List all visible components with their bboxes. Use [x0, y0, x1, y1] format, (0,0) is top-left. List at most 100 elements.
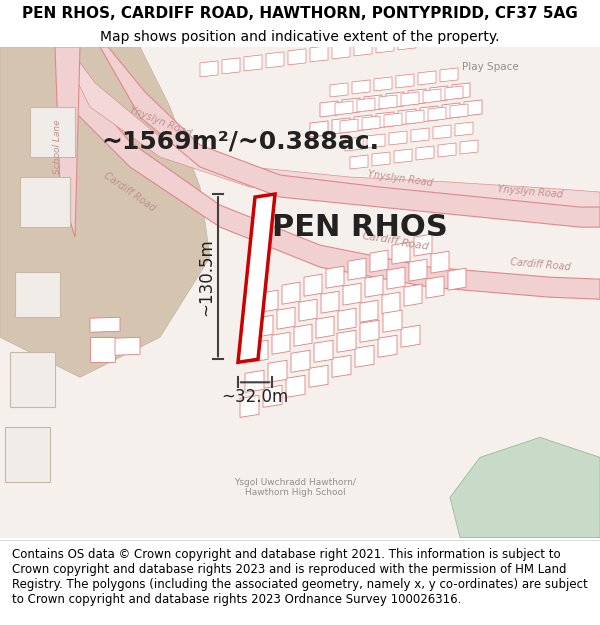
Polygon shape: [452, 83, 470, 99]
Polygon shape: [365, 275, 383, 298]
Polygon shape: [357, 98, 375, 112]
Polygon shape: [299, 299, 317, 321]
Polygon shape: [245, 370, 264, 392]
Polygon shape: [343, 283, 361, 305]
Polygon shape: [414, 234, 432, 256]
Polygon shape: [15, 272, 60, 318]
Polygon shape: [90, 338, 115, 362]
Polygon shape: [354, 115, 372, 131]
Polygon shape: [383, 310, 402, 332]
Polygon shape: [354, 40, 372, 56]
Polygon shape: [304, 274, 322, 296]
Polygon shape: [250, 340, 268, 362]
Polygon shape: [263, 385, 282, 408]
Polygon shape: [348, 258, 366, 280]
Polygon shape: [5, 428, 50, 483]
Text: ~32.0m: ~32.0m: [221, 388, 289, 406]
Polygon shape: [442, 103, 460, 119]
Polygon shape: [244, 55, 262, 71]
Polygon shape: [337, 330, 356, 352]
Polygon shape: [382, 292, 400, 314]
Polygon shape: [272, 332, 290, 354]
Polygon shape: [321, 291, 339, 313]
Polygon shape: [282, 282, 300, 304]
Text: Ysgol Uwchradd Hawthorn/
Hawthorn High School: Ysgol Uwchradd Hawthorn/ Hawthorn High S…: [234, 478, 356, 497]
Polygon shape: [420, 106, 438, 122]
Polygon shape: [386, 92, 404, 108]
Polygon shape: [367, 134, 385, 148]
Polygon shape: [332, 118, 350, 134]
Polygon shape: [260, 290, 278, 312]
Text: Cardiff: Cardiff: [361, 232, 399, 247]
Polygon shape: [411, 128, 429, 142]
Polygon shape: [10, 352, 55, 408]
Polygon shape: [464, 100, 482, 116]
Polygon shape: [433, 125, 451, 139]
Polygon shape: [445, 86, 463, 100]
Polygon shape: [401, 325, 420, 348]
Polygon shape: [342, 98, 360, 114]
Polygon shape: [340, 119, 358, 133]
Polygon shape: [355, 345, 374, 368]
Polygon shape: [0, 47, 180, 538]
Polygon shape: [326, 266, 344, 288]
Polygon shape: [332, 43, 350, 59]
Text: Ynyslyn Road: Ynyslyn Road: [367, 169, 433, 189]
Polygon shape: [200, 61, 218, 77]
Polygon shape: [362, 116, 380, 130]
Text: Ynyslyn Road: Ynyslyn Road: [497, 184, 563, 200]
Text: Play Space: Play Space: [461, 62, 518, 72]
Polygon shape: [404, 284, 422, 306]
Polygon shape: [460, 140, 478, 154]
Text: Cardiff Road: Cardiff Road: [509, 258, 571, 272]
Polygon shape: [440, 68, 458, 82]
Polygon shape: [360, 320, 379, 342]
Polygon shape: [389, 131, 407, 145]
Polygon shape: [379, 95, 397, 109]
Polygon shape: [376, 37, 394, 53]
Polygon shape: [430, 86, 448, 102]
Polygon shape: [398, 34, 416, 50]
Polygon shape: [450, 438, 600, 538]
Polygon shape: [266, 52, 284, 68]
Polygon shape: [286, 375, 305, 398]
Polygon shape: [255, 315, 273, 338]
Polygon shape: [423, 89, 441, 103]
Polygon shape: [448, 268, 466, 290]
Polygon shape: [401, 92, 419, 106]
Polygon shape: [360, 300, 378, 322]
Polygon shape: [418, 71, 436, 85]
Polygon shape: [384, 113, 402, 127]
Text: PEN RHOS, CARDIFF ROAD, HAWTHORN, PONTYPRIDD, CF37 5AG: PEN RHOS, CARDIFF ROAD, HAWTHORN, PONTYP…: [22, 6, 578, 21]
Polygon shape: [370, 250, 388, 272]
Polygon shape: [240, 396, 259, 418]
Polygon shape: [392, 242, 410, 264]
Polygon shape: [396, 74, 414, 88]
Text: ~130.5m: ~130.5m: [197, 238, 215, 316]
Polygon shape: [394, 149, 412, 163]
Polygon shape: [406, 110, 424, 124]
Polygon shape: [30, 107, 75, 157]
Polygon shape: [115, 338, 140, 355]
Polygon shape: [55, 47, 80, 237]
Polygon shape: [455, 122, 473, 136]
Polygon shape: [408, 89, 426, 105]
Polygon shape: [426, 276, 444, 298]
Polygon shape: [450, 104, 468, 118]
Polygon shape: [352, 80, 370, 94]
Polygon shape: [90, 318, 120, 332]
Polygon shape: [376, 112, 394, 128]
Polygon shape: [332, 355, 351, 377]
Polygon shape: [364, 95, 382, 111]
Polygon shape: [288, 49, 306, 65]
Polygon shape: [374, 77, 392, 91]
Polygon shape: [314, 340, 333, 362]
Polygon shape: [345, 137, 363, 151]
Polygon shape: [409, 259, 427, 281]
Text: School Lane: School Lane: [53, 120, 62, 174]
Polygon shape: [268, 360, 287, 382]
Polygon shape: [416, 146, 434, 160]
Polygon shape: [372, 152, 390, 166]
Polygon shape: [431, 251, 449, 273]
Text: Ynyslyn Road: Ynyslyn Road: [128, 105, 193, 139]
